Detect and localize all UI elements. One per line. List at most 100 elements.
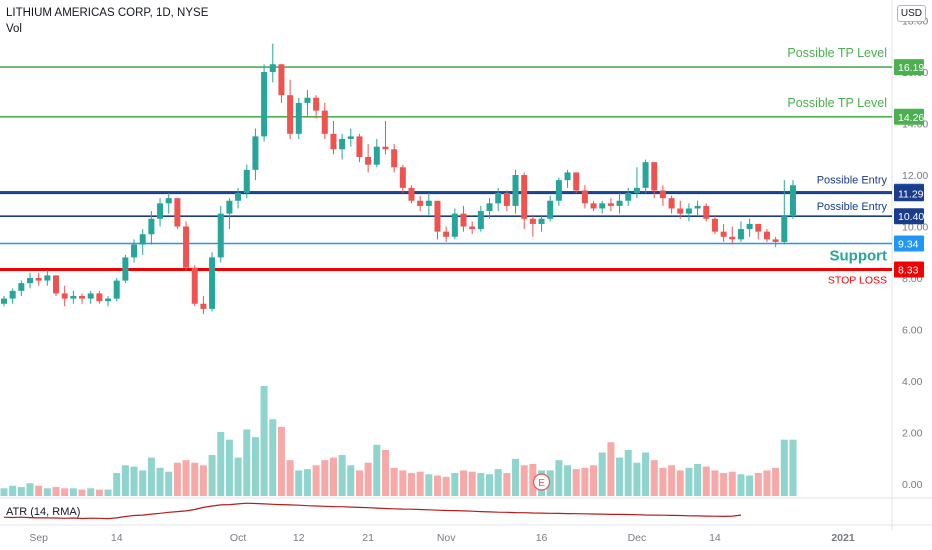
y-tick-label: 10.00 xyxy=(902,222,928,234)
volume-bar xyxy=(486,474,494,496)
volume-bar xyxy=(277,426,285,496)
volume-bar xyxy=(286,460,294,496)
candle-body xyxy=(70,296,77,299)
candle-body xyxy=(209,257,216,309)
candle-body xyxy=(330,133,337,150)
volume-bar xyxy=(52,487,60,496)
volume-bar xyxy=(572,469,580,496)
volume-bar xyxy=(676,470,684,496)
symbol-title[interactable]: LITHIUM AMERICAS CORP, 1D, NYSE xyxy=(6,7,209,19)
candle-body xyxy=(139,234,146,245)
volume-bar xyxy=(780,439,788,496)
candle-body xyxy=(469,226,476,230)
volume-bar xyxy=(598,452,606,496)
volume-bar xyxy=(624,449,632,496)
level-price-badge xyxy=(894,208,924,225)
candle-body xyxy=(503,193,510,206)
volume-bar xyxy=(650,460,658,496)
volume-bar xyxy=(329,457,337,496)
volume-bar xyxy=(754,472,762,496)
volume-bar xyxy=(130,466,138,496)
level-lines xyxy=(0,66,892,272)
candle-body xyxy=(625,193,632,201)
candle-body xyxy=(477,211,484,230)
volume-bar xyxy=(460,470,468,496)
candle-body xyxy=(200,303,207,309)
volume-bar xyxy=(425,474,433,496)
candle-body xyxy=(96,293,103,302)
candle-body xyxy=(105,298,112,302)
candle-body xyxy=(235,193,242,201)
candle-body xyxy=(408,187,415,201)
candle-body xyxy=(425,200,432,206)
volume-bar xyxy=(113,472,121,496)
x-tick-label: Dec xyxy=(628,532,647,544)
volume-bar xyxy=(529,464,537,496)
candle-body xyxy=(131,244,138,258)
candle-body xyxy=(243,169,250,194)
candle-body xyxy=(321,110,328,134)
currency-button[interactable]: USD xyxy=(896,5,926,22)
volume-bar xyxy=(191,462,199,496)
volume-bar xyxy=(772,467,780,496)
volume-bar xyxy=(763,470,771,496)
candle-body xyxy=(174,198,181,227)
candle-body xyxy=(729,236,736,240)
candle-body xyxy=(278,64,285,96)
volume-bar xyxy=(95,489,103,496)
candle-body xyxy=(581,190,588,204)
candle-body xyxy=(746,223,753,230)
volume-bar xyxy=(564,465,572,496)
candle-body xyxy=(668,198,675,209)
volume-bar xyxy=(520,465,528,496)
volume-bar xyxy=(260,385,268,496)
volume-bar xyxy=(468,471,476,496)
level-text: Possible Entry xyxy=(817,174,888,186)
volume-bar xyxy=(0,488,8,496)
x-tick-label: 2021 xyxy=(831,532,855,544)
volume-bar xyxy=(182,460,190,496)
volume-bar xyxy=(477,472,485,496)
level-text: Possible Entry xyxy=(817,201,888,213)
volume-bar xyxy=(390,467,398,496)
level-price-label: 16.19 xyxy=(898,62,924,74)
candle-body xyxy=(547,200,554,219)
volume-bar xyxy=(165,471,173,496)
volume-bar xyxy=(208,455,216,496)
volume-bar xyxy=(616,457,624,496)
candle-body xyxy=(339,138,346,150)
candle-body xyxy=(53,275,60,294)
candle-body xyxy=(460,213,467,227)
level-price-label: 9.34 xyxy=(898,238,919,250)
candle-body xyxy=(590,203,597,209)
candle-body xyxy=(417,200,424,206)
volume-bar xyxy=(607,442,615,496)
candle-body xyxy=(538,218,545,224)
candle-body xyxy=(122,257,129,281)
volume-bar xyxy=(35,485,43,496)
volume-bar xyxy=(87,488,95,496)
volume-bar xyxy=(43,488,51,496)
volume-bar xyxy=(746,475,754,496)
candle-body xyxy=(113,280,120,299)
volume-bar xyxy=(269,419,277,496)
candle-body xyxy=(659,190,666,199)
candle-body xyxy=(347,136,354,139)
x-tick-label: Oct xyxy=(230,532,246,544)
level-price-badge xyxy=(894,108,924,125)
candle-body xyxy=(313,97,320,111)
candle-body xyxy=(512,175,519,206)
volume-bar xyxy=(121,465,129,496)
candle-body xyxy=(35,278,42,281)
candle-body xyxy=(191,267,198,304)
volume-bar xyxy=(217,432,225,496)
volume-bar xyxy=(642,452,650,496)
candle-body xyxy=(157,203,164,219)
candle-body xyxy=(252,136,259,170)
volume-bar xyxy=(546,470,554,496)
candle-body xyxy=(373,146,380,165)
volume-bar xyxy=(295,470,303,496)
candle-body xyxy=(304,97,311,103)
level-price-label: 14.26 xyxy=(898,112,924,124)
